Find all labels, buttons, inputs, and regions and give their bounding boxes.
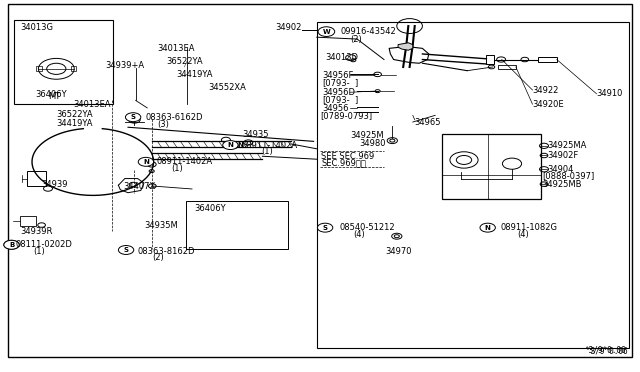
Circle shape	[125, 113, 141, 122]
Text: [0789-0793]: [0789-0793]	[320, 112, 372, 121]
Bar	[20, 216, 36, 226]
Text: (1): (1)	[172, 164, 183, 173]
Bar	[14, 20, 113, 104]
Text: 34013EA: 34013EA	[157, 44, 195, 53]
Circle shape	[223, 141, 238, 150]
Text: 34910: 34910	[596, 89, 623, 98]
Text: SEC.969参図: SEC.969参図	[321, 158, 366, 167]
Text: 34013D: 34013D	[325, 53, 358, 62]
Text: 34902: 34902	[275, 23, 301, 32]
Text: (1): (1)	[33, 247, 45, 256]
Circle shape	[138, 157, 154, 166]
Text: 34925M: 34925M	[351, 131, 385, 140]
Text: 08911-1402A: 08911-1402A	[242, 141, 298, 150]
Text: (3): (3)	[157, 120, 169, 129]
Text: [0793-: [0793-	[322, 78, 349, 87]
Text: 36522YA: 36522YA	[56, 110, 93, 119]
Text: [0793-: [0793-	[322, 95, 349, 104]
Text: 34920E: 34920E	[532, 100, 564, 109]
Text: N: N	[143, 159, 149, 165]
Text: ]: ]	[354, 78, 357, 87]
Text: 08363-8162D: 08363-8162D	[138, 247, 195, 256]
Text: [0888-0397]: [0888-0397]	[543, 171, 595, 180]
Bar	[27, 171, 46, 186]
Polygon shape	[389, 46, 429, 63]
Text: SEE SEC.969: SEE SEC.969	[321, 152, 374, 161]
Text: 34013EA: 34013EA	[74, 100, 111, 109]
Text: 34419YA: 34419YA	[176, 70, 212, 79]
Text: 08111-0202D: 08111-0202D	[16, 240, 73, 249]
Text: 34904: 34904	[547, 165, 573, 174]
Text: S: S	[131, 114, 136, 120]
Text: 34922: 34922	[532, 86, 559, 94]
Circle shape	[318, 27, 335, 36]
Bar	[186, 201, 288, 249]
Bar	[442, 134, 541, 199]
Text: 34925MA: 34925MA	[547, 141, 587, 150]
Text: B: B	[9, 242, 14, 248]
Text: N: N	[484, 225, 491, 231]
Text: 36406Y: 36406Y	[194, 204, 225, 213]
Text: (4): (4)	[517, 230, 529, 239]
Bar	[317, 22, 629, 348]
Text: 34965: 34965	[415, 118, 441, 126]
Text: (2): (2)	[351, 35, 362, 44]
Text: N: N	[227, 142, 234, 148]
Bar	[36, 66, 42, 71]
Text: ]: ]	[354, 95, 357, 104]
Text: 34939+A: 34939+A	[106, 61, 145, 70]
Text: 34925MB: 34925MB	[543, 180, 582, 189]
Text: 34980: 34980	[360, 139, 386, 148]
Text: S: S	[124, 247, 129, 253]
Text: 34407X: 34407X	[123, 182, 155, 190]
Text: 34939R: 34939R	[20, 227, 53, 236]
Text: (4): (4)	[353, 230, 365, 239]
Text: ^3/9^0.06: ^3/9^0.06	[584, 345, 626, 354]
Text: 34970: 34970	[385, 247, 412, 256]
Text: 08540-51212: 08540-51212	[339, 223, 395, 232]
Text: 08911-1082G: 08911-1082G	[500, 223, 557, 232]
Text: 34902F: 34902F	[547, 151, 579, 160]
Text: 34939: 34939	[42, 180, 68, 189]
Text: 09916-43542: 09916-43542	[340, 27, 396, 36]
Text: 08363-6162D: 08363-6162D	[146, 113, 204, 122]
Text: N: N	[237, 142, 243, 148]
Polygon shape	[398, 43, 413, 50]
Text: 34935M: 34935M	[144, 221, 178, 230]
Text: S: S	[323, 225, 328, 231]
Text: (2): (2)	[152, 253, 164, 262]
Text: 34935: 34935	[242, 130, 268, 139]
Text: 34419YA: 34419YA	[56, 119, 93, 128]
Text: 08911-1402A: 08911-1402A	[157, 157, 213, 166]
Bar	[71, 66, 76, 71]
Text: 34956D: 34956D	[322, 88, 355, 97]
Text: 34956F: 34956F	[322, 71, 353, 80]
Circle shape	[317, 223, 333, 232]
Text: 34956: 34956	[322, 104, 348, 113]
Text: (1): (1)	[261, 147, 273, 156]
Text: MT: MT	[48, 92, 60, 101]
Text: 36406Y: 36406Y	[35, 90, 67, 99]
Circle shape	[480, 223, 495, 232]
Bar	[538, 57, 557, 62]
Circle shape	[4, 240, 19, 249]
Bar	[486, 55, 494, 64]
Text: 36522YA: 36522YA	[166, 57, 203, 66]
Text: 34013G: 34013G	[20, 23, 54, 32]
Circle shape	[118, 246, 134, 254]
Text: W: W	[323, 29, 330, 35]
Text: 34552XA: 34552XA	[208, 83, 246, 92]
Bar	[498, 65, 516, 69]
Text: ^3/9^0.06: ^3/9^0.06	[587, 347, 628, 356]
